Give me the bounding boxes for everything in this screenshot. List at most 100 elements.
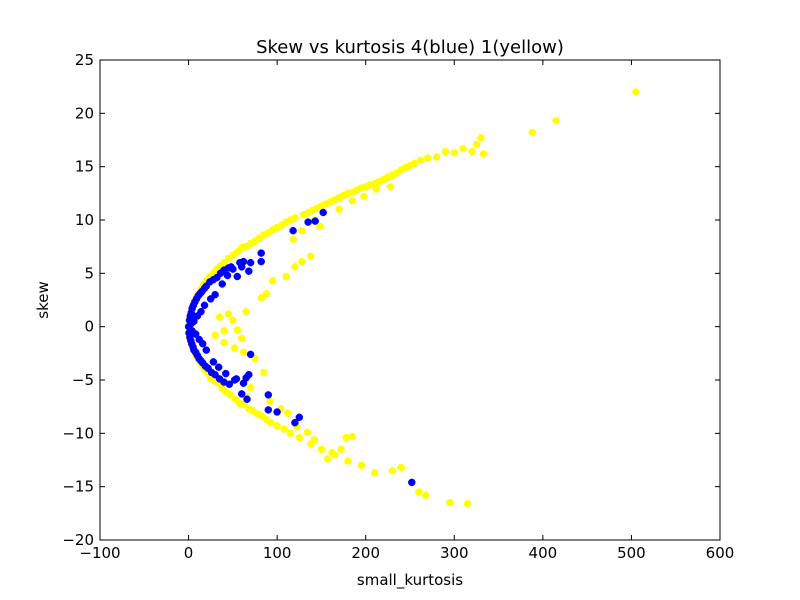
x-tick-label: 600 — [706, 544, 735, 562]
data-point-series1-141 — [303, 428, 312, 437]
y-tick-label: 25 — [75, 51, 94, 69]
data-point-series1-137 — [266, 397, 274, 406]
data-point-series2-82 — [239, 379, 248, 387]
data-point-series1-154 — [315, 222, 324, 231]
data-point-series1-106 — [459, 144, 467, 153]
data-point-series1-128 — [215, 313, 224, 321]
data-point-series1-109 — [472, 140, 481, 149]
y-tick-label: 20 — [75, 104, 94, 122]
data-point-series1-125 — [229, 316, 237, 325]
data-point-series2-61 — [408, 478, 416, 487]
data-point-series1-132 — [239, 348, 248, 357]
data-point-series1-103 — [441, 147, 450, 156]
data-point-series2-52 — [264, 391, 273, 399]
data-point-series1-104 — [446, 498, 454, 507]
data-point-series1-129 — [211, 331, 219, 339]
data-point-series1-126 — [224, 310, 233, 318]
y-tick-label: −5 — [72, 371, 94, 389]
data-point-series2-73 — [209, 358, 218, 366]
data-point-series2-74 — [211, 290, 219, 299]
data-point-series2-71 — [202, 346, 211, 354]
data-point-series1-82 — [357, 461, 366, 470]
data-point-series2-46 — [245, 370, 253, 379]
data-point-series2-51 — [257, 257, 265, 266]
data-point-series1-98 — [415, 488, 423, 496]
y-tick-label: −15 — [62, 478, 94, 496]
data-point-series1-112 — [528, 128, 536, 137]
plot-frame — [99, 59, 721, 541]
data-point-series1-70 — [317, 445, 326, 454]
data-point-series2-54 — [273, 408, 281, 416]
data-point-series2-81 — [236, 258, 244, 267]
data-point-series1-134 — [260, 368, 268, 377]
data-point-series1-121 — [257, 294, 265, 302]
data-point-series1-107 — [463, 499, 472, 508]
data-point-series1-146 — [348, 432, 357, 441]
data-point-series1-131 — [230, 344, 239, 352]
data-point-series2-79 — [229, 265, 237, 273]
axis-ticks: −100 0 100 200 300 400 500 600 −20 −15 −10 −5 0 5 10 15… — [62, 51, 734, 562]
data-point-series1-97 — [410, 159, 419, 168]
data-point-series2-78 — [223, 271, 232, 280]
data-point-series1-119 — [268, 277, 277, 285]
x-tick-label: 200 — [351, 544, 380, 562]
data-point-series1-142 — [310, 435, 319, 444]
x-tick-label: −100 — [79, 544, 120, 562]
chart-title: Skew vs kurtosis 4(blue) 1(yellow) — [256, 37, 564, 58]
y-tick-label: −10 — [62, 424, 94, 442]
data-point-series1-122 — [242, 307, 250, 316]
data-point-series1-155 — [372, 185, 381, 193]
data-point-series2-49 — [246, 350, 255, 359]
data-point-series2-44 — [245, 267, 253, 275]
data-point-series1-124 — [233, 326, 242, 334]
data-point-series1-105 — [450, 149, 459, 157]
data-point-series1-139 — [284, 409, 292, 417]
data-point-series1-117 — [307, 252, 315, 261]
data-point-series1-101 — [422, 491, 430, 499]
data-point-series1-145 — [342, 433, 350, 442]
data-point-series1-156 — [386, 183, 395, 191]
x-tick-label: 500 — [617, 544, 646, 562]
data-point-series1-90 — [388, 466, 397, 475]
data-point-series2-40 — [233, 272, 242, 281]
data-point-series1-108 — [468, 147, 476, 156]
data-point-series1-113 — [552, 117, 560, 125]
data-point-series1-123 — [237, 334, 246, 343]
data-point-series1-78 — [344, 457, 352, 465]
data-point-series2-77 — [222, 369, 230, 378]
data-point-series1-86 — [370, 469, 379, 477]
data-points — [184, 88, 640, 508]
data-point-series1-147 — [328, 448, 336, 457]
y-tick-label: 10 — [75, 211, 94, 229]
x-tick-label: 100 — [263, 544, 292, 562]
data-point-series2-60 — [319, 208, 327, 217]
data-point-series2-69 — [198, 339, 207, 348]
data-point-series1-152 — [348, 197, 357, 205]
data-point-series1-135 — [246, 383, 255, 392]
data-point-series1-116 — [298, 257, 306, 266]
data-point-series2-48 — [243, 395, 251, 403]
data-point-series1-130 — [220, 338, 228, 347]
data-point-series2-45 — [246, 258, 255, 267]
data-point-series2-70 — [200, 301, 209, 310]
data-point-series2-37 — [225, 380, 234, 389]
data-point-series2-59 — [311, 217, 319, 225]
data-point-series1-114 — [632, 88, 640, 96]
data-point-series2-58 — [304, 218, 312, 226]
data-point-series1-149 — [298, 226, 306, 235]
x-tick-label: 400 — [529, 544, 558, 562]
x-tick-label: 300 — [440, 544, 469, 562]
data-point-series2-56 — [291, 418, 299, 427]
data-point-series1-153 — [360, 192, 368, 201]
data-point-series1-99 — [416, 156, 425, 165]
data-point-series1-144 — [337, 445, 345, 454]
data-point-series2-57 — [295, 413, 304, 422]
data-point-series1-127 — [220, 327, 228, 335]
data-point-series1-100 — [423, 154, 432, 162]
data-point-series2-55 — [289, 226, 297, 235]
data-point-series2-47 — [237, 390, 246, 398]
data-point-series1-115 — [291, 263, 299, 271]
data-point-series1-151 — [335, 205, 343, 214]
data-point-series1-118 — [282, 272, 290, 281]
